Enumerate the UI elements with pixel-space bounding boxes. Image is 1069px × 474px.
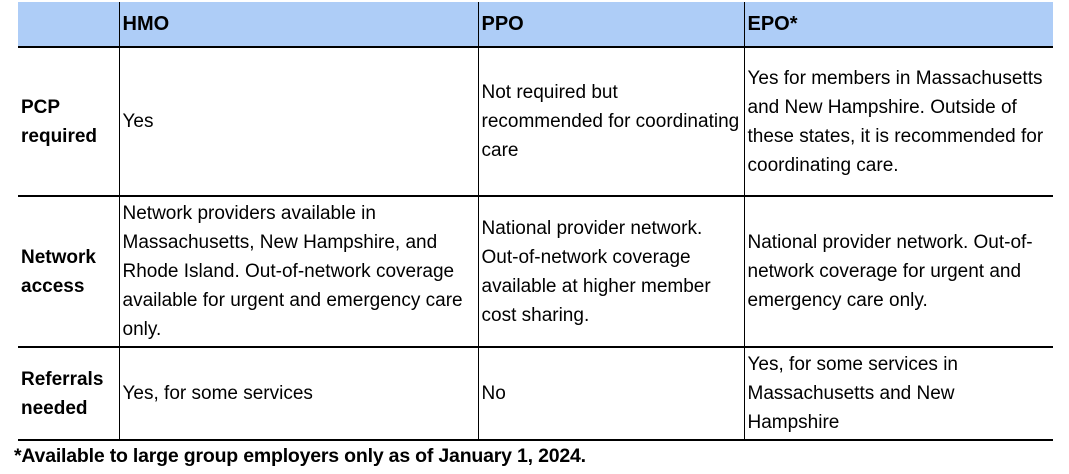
header-empty-cell [18,2,119,48]
cell-pcp-epo: Yes for members in Massachusetts and New… [743,47,1053,197]
table-row-network-access: Network access Network providers availab… [18,196,1053,348]
header-epo: EPO* [743,2,1053,48]
row-label-network-access: Network access [18,196,119,348]
cell-network-hmo: Network providers available in Massachus… [118,196,478,348]
table-row-referrals-needed: Referrals needed Yes, for some services … [18,347,1053,441]
cell-pcp-ppo: Not required but recommended for coordin… [477,47,744,197]
table-header-row: HMO PPO EPO* [18,2,1053,48]
cell-network-epo: National provider network. Out-of-networ… [743,196,1053,348]
header-hmo: HMO [118,2,478,48]
footnote: *Available to large group employers only… [14,445,586,467]
header-ppo: PPO [477,2,744,48]
row-label-pcp-required: PCP required [18,47,119,197]
cell-pcp-hmo: Yes [118,47,478,197]
cell-network-ppo: National provider network. Out-of-networ… [477,196,744,348]
cell-referrals-epo: Yes, for some services in Massachusetts … [743,347,1053,441]
cell-referrals-ppo: No [477,347,744,441]
row-label-referrals-needed: Referrals needed [18,347,119,441]
table-row-pcp-required: PCP required Yes Not required but recomm… [18,47,1053,197]
cell-referrals-hmo: Yes, for some services [118,347,478,441]
plan-comparison-table: HMO PPO EPO* PCP required Yes Not requir… [18,2,1053,441]
